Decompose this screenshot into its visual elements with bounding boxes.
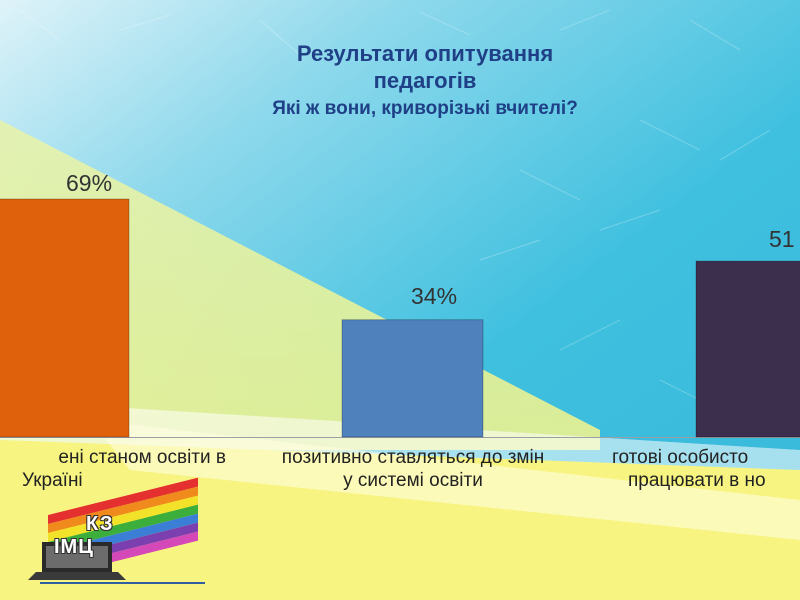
bar-1 — [0, 198, 130, 438]
category-label-2-line2: у системі освіти — [343, 470, 483, 491]
bar-3 — [695, 260, 800, 438]
bar-2 — [341, 319, 484, 438]
category-label-2-line1: позитивно ставляться до змін — [281, 447, 545, 468]
category-label-1-line1: ені станом освіти в — [58, 447, 226, 468]
chart-title-line2: педагогів — [373, 68, 477, 93]
logo-text-line1: КЗ — [86, 513, 114, 535]
light-ray — [90, 420, 800, 540]
category-label-3: готові особисто працювати в но — [612, 446, 800, 492]
category-label-3-line1: готові особисто — [612, 447, 749, 468]
category-label-1-line2: Україні — [22, 470, 83, 491]
chart-title-line1: Результати опитування — [296, 41, 554, 66]
logo-text-line2: ІМЦ — [54, 536, 94, 558]
category-label-2: позитивно ставляться до змін у системі о… — [238, 446, 588, 492]
category-label-1: ені станом освіти в Україні — [0, 446, 226, 492]
category-label-3-line2: працювати в но — [628, 470, 766, 491]
rainbow-flag-icon — [28, 477, 198, 580]
bars-group — [0, 198, 800, 438]
data-label-bar-1: 69% — [66, 170, 113, 196]
chart-subtitle: Які ж вони, криворізькі вчителі? — [272, 98, 578, 119]
kz-imc-logo: КЗ ІМЦ — [28, 470, 208, 590]
data-label-bar-2: 34% — [411, 283, 458, 309]
data-label-bar-3: 51 — [769, 226, 795, 252]
